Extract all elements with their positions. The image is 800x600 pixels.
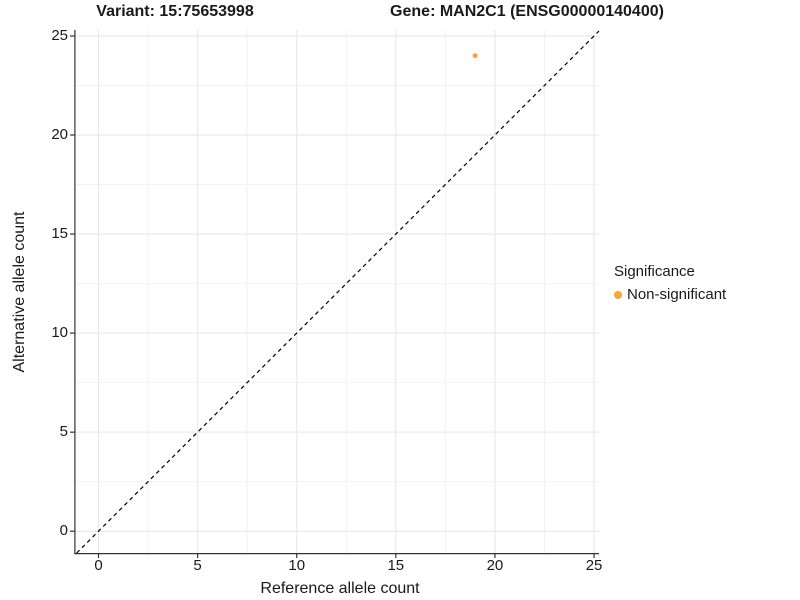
y-tick-label: 15	[51, 225, 68, 243]
variant-title: Variant: 15:75653998	[96, 3, 254, 20]
legend: Significance Non-significant	[614, 263, 726, 303]
x-axis-title: Reference allele count	[260, 580, 420, 597]
x-tick-label: 20	[486, 557, 504, 574]
legend-title: Significance	[614, 263, 695, 280]
identity-reference-line	[76, 30, 600, 554]
legend-key-dot-icon	[614, 290, 622, 299]
y-tick-label: 10	[51, 324, 68, 342]
y-tick-label: 25	[51, 26, 68, 44]
legend-item-non-significant: Non-significant	[614, 286, 726, 303]
y-axis-title: Alternative allele count	[11, 211, 28, 373]
x-tick-label: 5	[193, 557, 202, 574]
gene-title: Gene: MAN2C1 (ENSG00000140400)	[390, 3, 664, 20]
x-tick-label: 10	[288, 557, 306, 574]
x-tick-label: 25	[585, 557, 603, 574]
data-point	[472, 53, 478, 59]
y-tick-label: 20	[51, 125, 68, 143]
y-tick-label: 5	[59, 423, 68, 441]
x-tick-label: 0	[94, 557, 103, 574]
legend-item-label: Non-significant	[627, 286, 727, 303]
y-tick-label: 0	[59, 522, 68, 540]
x-tick-label: 15	[387, 557, 405, 574]
